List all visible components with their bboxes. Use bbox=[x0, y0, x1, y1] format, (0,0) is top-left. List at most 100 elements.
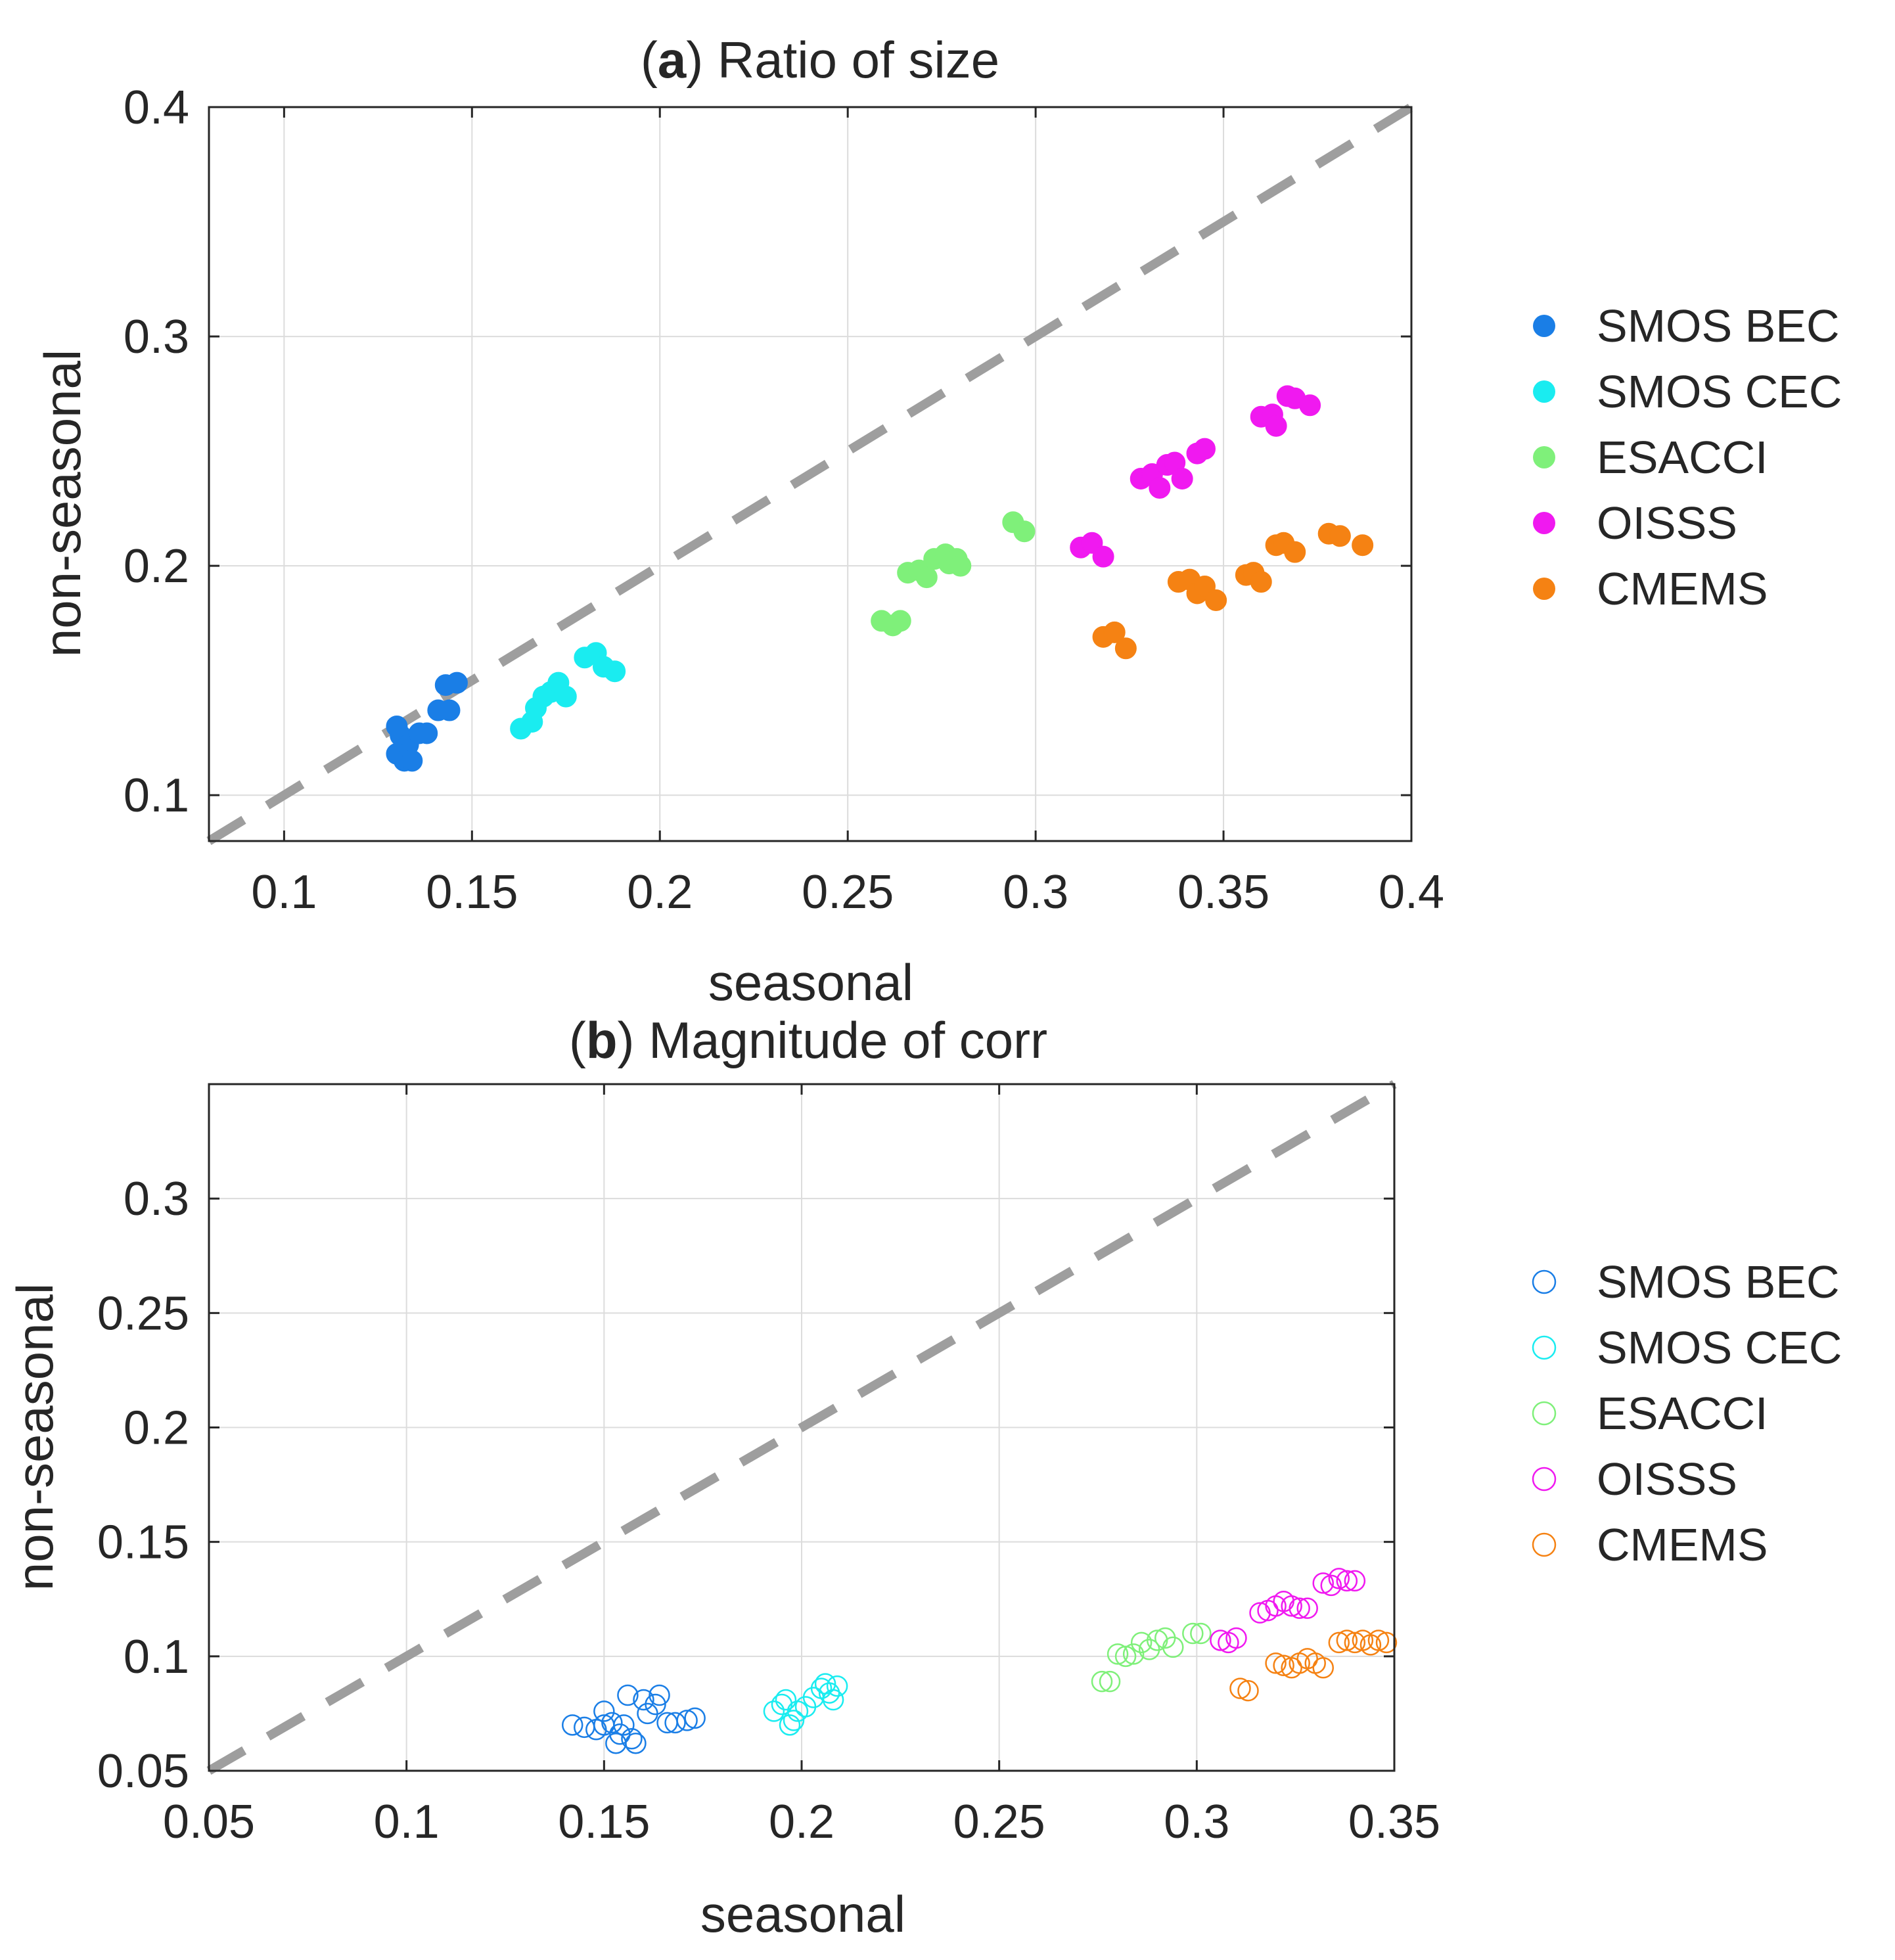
panel-b-point-smos-bec-18 bbox=[676, 1710, 698, 1731]
panel-a-legend-label-esacci: ESACCI bbox=[1597, 432, 1768, 483]
panel-a-y-axis-label: non-seasonal bbox=[34, 350, 91, 657]
panel-a-y-ticks: 0.1 0.2 0.3 0.4 bbox=[124, 81, 1411, 822]
panel-a-point-esacci-12 bbox=[1013, 520, 1036, 543]
panel-a-point-smos-bec-11 bbox=[445, 672, 468, 694]
panel-b-x-ticks: 0.05 0.1 0.15 0.2 0.25 0.3 0.35 bbox=[163, 1084, 1440, 1848]
panel-b-point-oisss-2 bbox=[1225, 1627, 1247, 1649]
panel-a-point-cmems-10 bbox=[1250, 571, 1272, 593]
panel-a-y-tick-label-0: 0.1 bbox=[124, 769, 189, 822]
panel-b-point-smos-cec-3 bbox=[779, 1714, 801, 1736]
panel-a-data-points bbox=[386, 385, 1374, 772]
panel-a-point-smos-bec-5 bbox=[401, 750, 423, 772]
panel-a-legend: SMOS BEC SMOS CEC ESACCI OISSS CMEMS bbox=[1533, 300, 1842, 614]
panel-a-x-axis-label: seasonal bbox=[708, 953, 913, 1011]
panel-b-point-smos-bec-15 bbox=[649, 1684, 670, 1706]
panel-b-legend-label-smos-bec: SMOS BEC bbox=[1597, 1256, 1840, 1308]
panel-b-point-cmems-3 bbox=[1273, 1654, 1294, 1677]
panel-b-legend: SMOS BEC SMOS CEC ESACCI OISSS CMEMS bbox=[1532, 1256, 1842, 1570]
panel-a-legend-label-cmems: CMEMS bbox=[1597, 563, 1768, 614]
panel-a-legend-label-smos-bec: SMOS BEC bbox=[1597, 300, 1840, 352]
panel-b-point-oisss-8 bbox=[1289, 1597, 1310, 1619]
panel-b-x-tick-label-2: 0.15 bbox=[558, 1796, 650, 1848]
panel-b-x-axis-label: seasonal bbox=[700, 1885, 905, 1943]
panel-b-one-to-one-line bbox=[206, 1080, 1397, 1775]
panel-b-legend-marker-smos-bec bbox=[1532, 1269, 1557, 1294]
panel-b-point-cmems-10 bbox=[1336, 1630, 1358, 1651]
panel-a-point-cmems-13 bbox=[1284, 541, 1306, 563]
panel-b-point-oisss-14 bbox=[1344, 1570, 1366, 1592]
panel-b-legend-marker-cmems bbox=[1532, 1532, 1557, 1557]
panel-a-point-oisss-8 bbox=[1171, 467, 1193, 490]
panel-b-point-esacci-10 bbox=[1182, 1622, 1204, 1645]
panel-a-y-tick-label-1: 0.2 bbox=[124, 540, 189, 593]
panel-b-point-esacci-2 bbox=[1107, 1643, 1129, 1665]
panel-a-point-oisss-5 bbox=[1149, 476, 1171, 499]
panel-b-y-tick-label-0: 0.05 bbox=[97, 1745, 189, 1798]
panel-a-point-oisss-13 bbox=[1265, 415, 1287, 437]
panel-a-x-tick-label-5: 0.35 bbox=[1177, 866, 1269, 919]
panel-b-legend-label-esacci: ESACCI bbox=[1597, 1388, 1768, 1439]
panel-b-y-ticks: 0.05 0.1 0.15 0.2 0.25 0.3 bbox=[97, 1173, 1394, 1798]
panel-a-point-esacci-10 bbox=[949, 555, 972, 577]
panel-a-legend-label-oisss: OISSS bbox=[1597, 497, 1737, 549]
panel-b-point-oisss-0 bbox=[1210, 1630, 1231, 1651]
panel-b-point-smos-bec-8 bbox=[613, 1714, 635, 1736]
panel-b-y-tick-label-1: 0.1 bbox=[124, 1631, 189, 1683]
panel-b-x-tick-label-6: 0.35 bbox=[1348, 1796, 1440, 1848]
panel-b-point-esacci-3 bbox=[1114, 1645, 1137, 1668]
panel-a-one-to-one-line bbox=[206, 103, 1414, 845]
panel-b-point-cmems-1 bbox=[1237, 1679, 1259, 1702]
panel-b-reference-line bbox=[206, 1080, 1397, 1775]
panel-b-point-oisss-13 bbox=[1336, 1570, 1358, 1592]
panel-b-point-smos-bec-0 bbox=[561, 1714, 583, 1736]
panel-a-point-cmems-15 bbox=[1329, 525, 1351, 547]
panel-b-legend-marker-oisss bbox=[1532, 1467, 1557, 1492]
panel-b-legend-label-cmems: CMEMS bbox=[1597, 1519, 1768, 1570]
panel-b-point-smos-bec-5 bbox=[601, 1712, 623, 1734]
panel-a-x-ticks: 0.1 0.15 0.2 0.25 0.3 0.35 0.4 bbox=[251, 107, 1444, 919]
panel-b-y-tick-label-4: 0.25 bbox=[97, 1287, 189, 1340]
panel-b-magnitude-of-corr: (b) Magnitude of corr 0.05 0.1 0.15 0.2 0.25… bbox=[6, 1011, 1842, 1943]
panel-b-point-smos-bec-4 bbox=[593, 1700, 615, 1722]
panel-a-x-tick-label-6: 0.4 bbox=[1379, 866, 1444, 919]
panel-a-plot-frame bbox=[208, 106, 1413, 842]
panel-a-point-smos-bec-7 bbox=[416, 722, 438, 744]
panel-b-point-cmems-0 bbox=[1229, 1677, 1251, 1699]
panel-b-point-cmems-8 bbox=[1312, 1657, 1335, 1679]
panel-a-point-oisss-10 bbox=[1193, 438, 1216, 460]
panel-a-y-tick-label-2: 0.3 bbox=[124, 311, 189, 363]
panel-a-point-oisss-2 bbox=[1092, 545, 1114, 568]
panel-b-point-oisss-7 bbox=[1281, 1595, 1302, 1617]
panel-a-point-oisss-16 bbox=[1299, 394, 1321, 417]
panel-b-point-smos-bec-17 bbox=[664, 1712, 686, 1734]
panel-b-point-smos-cec-4 bbox=[783, 1710, 805, 1731]
panel-b-point-cmems-9 bbox=[1328, 1631, 1350, 1654]
panel-b-point-esacci-9 bbox=[1162, 1636, 1184, 1658]
panel-b-point-oisss-9 bbox=[1296, 1597, 1318, 1619]
panel-b-point-esacci-11 bbox=[1190, 1622, 1212, 1645]
panel-b-point-smos-bec-10 bbox=[621, 1727, 643, 1750]
panel-b-point-smos-cec-2 bbox=[775, 1689, 797, 1711]
panel-b-legend-label-oisss: OISSS bbox=[1597, 1453, 1737, 1505]
panel-a-x-tick-label-2: 0.2 bbox=[627, 866, 693, 919]
panel-a-point-cmems-16 bbox=[1352, 534, 1374, 557]
panel-a-x-tick-label-0: 0.1 bbox=[251, 866, 317, 919]
panel-b-legend-marker-smos-cec bbox=[1532, 1335, 1557, 1360]
panel-a-x-tick-label-1: 0.15 bbox=[426, 866, 518, 919]
panel-b-point-oisss-12 bbox=[1328, 1568, 1350, 1589]
panel-a-legend-marker-smos-bec bbox=[1533, 315, 1555, 337]
panel-b-point-cmems-14 bbox=[1367, 1630, 1390, 1651]
panel-b-point-cmems-11 bbox=[1344, 1631, 1366, 1654]
panel-b-data-points bbox=[561, 1568, 1398, 1754]
panel-b-x-tick-label-0: 0.05 bbox=[163, 1796, 255, 1848]
panel-b-point-smos-bec-14 bbox=[645, 1693, 666, 1716]
panel-b-title: (b) Magnitude of corr bbox=[569, 1011, 1047, 1069]
panel-a-legend-label-smos-cec: SMOS CEC bbox=[1597, 366, 1842, 417]
panel-b-y-tick-label-2: 0.15 bbox=[97, 1516, 189, 1569]
panel-b-legend-label-smos-cec: SMOS CEC bbox=[1597, 1322, 1842, 1373]
panel-b-x-tick-label-3: 0.2 bbox=[769, 1796, 834, 1848]
panel-b-x-tick-label-4: 0.25 bbox=[953, 1796, 1045, 1848]
panel-b-point-esacci-4 bbox=[1122, 1643, 1145, 1665]
panel-a-grid bbox=[209, 107, 1411, 841]
panel-b-point-smos-bec-7 bbox=[609, 1723, 631, 1745]
